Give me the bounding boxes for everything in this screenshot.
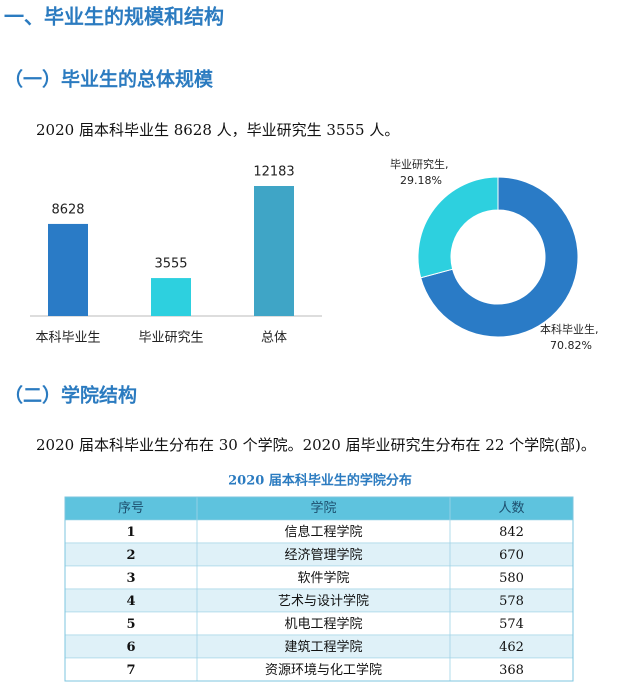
paragraph: 2020 届本科毕业生分布在 30 个学院。2020 届毕业研究生分布在 22 … xyxy=(36,436,596,454)
donut-slice xyxy=(417,176,499,279)
bar xyxy=(254,186,294,316)
slice-label: 本科毕业生, xyxy=(540,322,599,336)
table-cell: 670 xyxy=(499,548,524,563)
table-cell: 462 xyxy=(499,640,524,655)
bar xyxy=(48,223,88,316)
table-cell: 1 xyxy=(126,525,135,540)
header-cell: 学院 xyxy=(310,500,336,516)
table-header xyxy=(65,497,573,520)
header-cell: 人数 xyxy=(498,501,524,516)
table-cell: 5 xyxy=(126,617,135,632)
table-cell: 574 xyxy=(499,617,524,632)
table-title: 2020 届本科毕业生的学院分布 xyxy=(228,473,412,489)
section-title: （二）学院结构 xyxy=(4,384,137,407)
table-cell: 软件学院 xyxy=(297,570,349,586)
table-cell: 信息工程学院 xyxy=(284,524,362,540)
section-title: （一）毕业生的总体规模 xyxy=(4,68,214,91)
table-cell: 机电工程学院 xyxy=(284,616,362,632)
slice-label: 毕业研究生, xyxy=(390,157,449,171)
donut-slice xyxy=(420,176,579,338)
category-label: 总体 xyxy=(261,331,287,346)
paragraph: 2020 届本科毕业生 8628 人，毕业研究生 3555 人。 xyxy=(36,121,399,139)
table-cell: 7 xyxy=(126,663,135,678)
value-label: 3555 xyxy=(154,257,187,272)
value-label: 12183 xyxy=(253,165,294,180)
table-cell: 资源环境与化工学院 xyxy=(265,662,382,678)
value-label: 8628 xyxy=(51,202,84,217)
header-cell: 序号 xyxy=(118,501,144,516)
bar xyxy=(151,278,191,316)
table-cell: 2 xyxy=(126,548,135,563)
table-border xyxy=(64,496,574,682)
table-cell: 842 xyxy=(499,525,524,540)
table-cell: 6 xyxy=(126,640,135,655)
table-cell: 4 xyxy=(126,594,135,609)
table-cell: 368 xyxy=(499,663,524,678)
heading: 一、毕业生的规模和结构 xyxy=(4,5,224,29)
category-label: 毕业研究生 xyxy=(138,331,203,346)
table-cell: 经济管理学院 xyxy=(284,547,362,563)
category-label: 本科毕业生 xyxy=(35,331,100,346)
table-cell: 578 xyxy=(499,594,524,609)
table-cell: 建筑工程学院 xyxy=(284,639,362,655)
table-cell: 艺术与设计学院 xyxy=(278,593,369,609)
table-cell: 580 xyxy=(499,571,524,586)
table-cell: 3 xyxy=(126,571,135,586)
slice-value: 29.18% xyxy=(400,174,442,187)
slice-value: 70.82% xyxy=(550,339,592,352)
